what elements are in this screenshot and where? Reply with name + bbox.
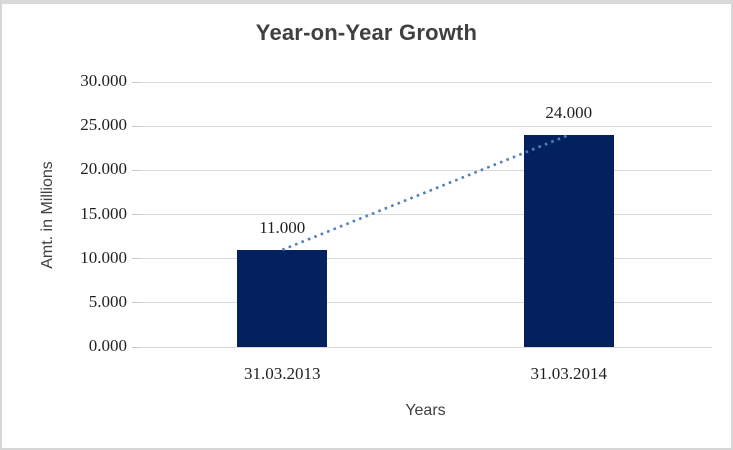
gridline (139, 81, 712, 83)
y-axis-tick-label: 10.000 (80, 247, 127, 267)
gridline (139, 214, 712, 215)
y-axis-tick-label: 0.000 (88, 336, 127, 355)
y-axis-tick-mark (132, 125, 140, 127)
gridline (139, 169, 712, 171)
y-axis-tick-mark (132, 214, 140, 215)
data-label: 11.000 (259, 217, 306, 237)
y-axis-tick-label: 30.000 (80, 71, 127, 90)
x-axis-title: Years (405, 402, 446, 419)
gridline (139, 302, 712, 304)
bar-31.03.2013 (237, 249, 328, 347)
x-axis-tick-labels: 31.03.2013 31.03.2014 (139, 364, 712, 384)
y-axis-tick-labels: 0.000 5.000 10.000 15.000 20.000 25.000 30.000 (2, 72, 127, 355)
gridline (139, 258, 712, 260)
y-axis-tick-label: 5.000 (88, 291, 127, 311)
x-axis-tick-label: 31.03.2013 (244, 364, 321, 383)
y-axis-tick-label: 25.000 (80, 115, 127, 135)
gridline (139, 346, 712, 348)
y-axis-tick-label: 15.000 (80, 203, 127, 223)
chart-title: Year-on-Year Growth (255, 20, 478, 45)
y-axis-tick-mark (132, 258, 140, 260)
trendline-line (281, 133, 570, 252)
x-axis-tick-label: 31.03.2014 (530, 364, 608, 383)
data-label: 24.000 (545, 103, 593, 122)
gridline (139, 125, 712, 127)
y-axis-tick-mark (132, 81, 140, 83)
bar-31.03.2014 (523, 135, 614, 347)
y-axis-tick-mark (132, 169, 140, 171)
y-axis-tick-mark (132, 302, 140, 304)
y-axis-tick-label: 20.000 (80, 159, 127, 179)
plot-area: 11.000 24.000 (139, 81, 712, 348)
y-axis-tick-mark (132, 346, 140, 348)
trendline (281, 133, 570, 252)
